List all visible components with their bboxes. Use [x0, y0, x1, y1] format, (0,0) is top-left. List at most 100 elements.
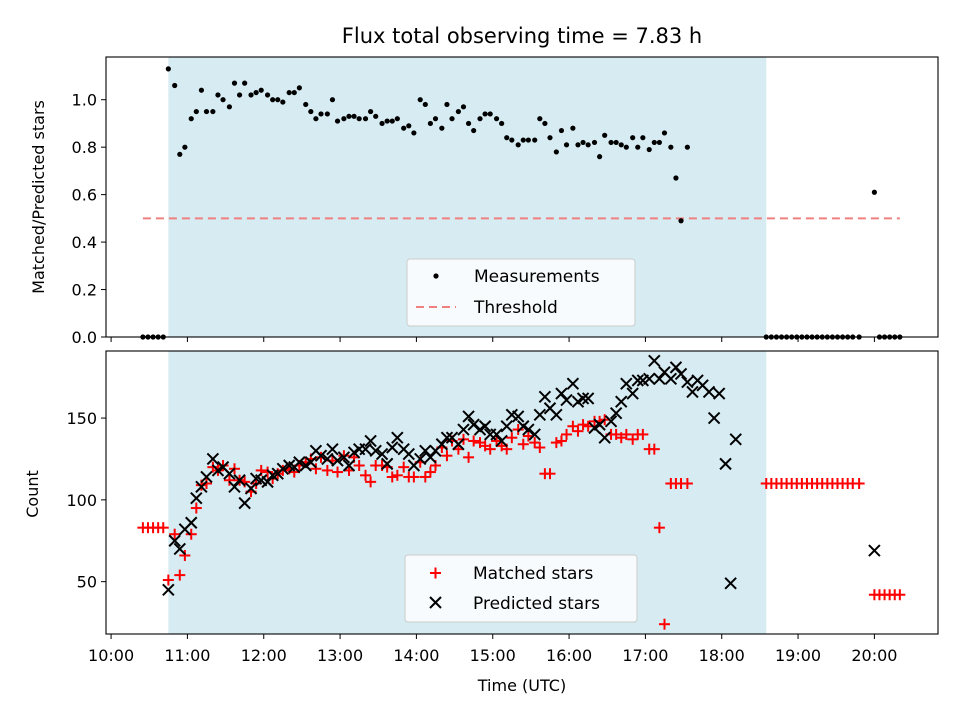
measurement-point — [499, 120, 505, 127]
matched-star-point — [169, 528, 181, 540]
x-tick-label: 18:00 — [699, 646, 745, 665]
measurement-point — [635, 144, 641, 150]
bottom-y-tick-label: 50 — [77, 573, 97, 592]
top-legend-label-measurements: Measurements — [474, 267, 600, 287]
predicted-star-stroke — [414, 452, 427, 466]
predicted-star-point — [185, 516, 198, 529]
measurement-point — [248, 92, 254, 98]
predicted-star-point — [293, 456, 306, 469]
predicted-star-point — [314, 449, 328, 462]
matched-star-point — [353, 460, 365, 472]
predicted-star-stroke — [626, 387, 639, 400]
predicted-star-stroke — [173, 542, 186, 556]
chart-title: Flux total observing time = 7.83 h — [342, 24, 702, 48]
predicted-star-point — [664, 372, 678, 386]
predicted-star-point — [669, 361, 683, 374]
measurement-point — [684, 144, 690, 150]
measurement-point — [264, 92, 271, 98]
measurement-point — [313, 116, 319, 122]
predicted-star-stroke — [375, 447, 389, 461]
matched-star-point — [310, 463, 322, 475]
top-legend-box — [406, 258, 636, 327]
predicted-star-point — [190, 492, 203, 505]
predicted-star-stroke — [342, 459, 356, 472]
predicted-star-stroke — [386, 441, 399, 454]
predicted-star-stroke — [206, 452, 220, 466]
measurement-point — [623, 144, 629, 150]
measurement-point — [210, 108, 216, 115]
predicted-star-stroke — [331, 454, 344, 467]
predicted-star-stroke — [550, 408, 563, 422]
matched-star-point — [386, 471, 398, 483]
predicted-star-stroke — [681, 375, 694, 389]
top-y-tick-label: 0.2 — [72, 281, 97, 300]
predicted-star-point — [440, 431, 454, 444]
measurement-point — [558, 127, 565, 134]
matched-star-point — [162, 574, 174, 586]
measurement-point — [608, 139, 614, 146]
predicted-star-point — [550, 408, 563, 422]
measurement-point — [678, 218, 684, 224]
predicted-star-point — [566, 377, 580, 390]
measurement-point — [291, 89, 297, 96]
bottom-legend-label-matched: Matched stars — [473, 564, 593, 584]
top-y-tick-label: 1.0 — [72, 91, 97, 110]
predicted-star-stroke — [233, 474, 246, 487]
predicted-star-stroke — [696, 379, 709, 392]
bottom-y-ticks: 50 100 150 — [66, 409, 106, 592]
measurement-point — [188, 116, 194, 122]
predicted-star-point — [674, 367, 688, 381]
bottom-y-axis-label: Count — [23, 470, 42, 518]
predicted-star-point — [522, 423, 535, 436]
matched-star-point — [484, 443, 496, 455]
matched-star-point — [365, 476, 377, 488]
matched-star-point — [321, 464, 333, 476]
matched-star-point — [567, 420, 579, 432]
predicted-star-stroke — [555, 387, 568, 400]
predicted-star-point — [457, 423, 470, 436]
matched-star-point — [179, 549, 191, 561]
predicted-star-point — [364, 434, 377, 448]
x-tick-label: 20:00 — [851, 646, 897, 665]
matched-star-point — [338, 450, 350, 462]
measurement-point — [668, 144, 674, 150]
matched-star-point — [529, 437, 541, 449]
measurement-point — [198, 87, 205, 93]
predicted-star-stroke — [326, 442, 339, 456]
measurement-point — [351, 113, 357, 119]
measurement-point — [384, 118, 390, 124]
predicted-star-stroke — [604, 415, 618, 428]
measurement-point — [373, 113, 379, 119]
measurement-point — [258, 87, 264, 93]
matched-star-point — [544, 468, 556, 480]
predicted-star-stroke — [729, 433, 742, 446]
measurement-point — [580, 139, 586, 146]
predicted-star-point — [244, 482, 258, 495]
top-panel: Flux total observing time = 7.83 h 0.00.… — [29, 24, 939, 347]
predicted-star-point — [560, 393, 573, 407]
measurement-point — [165, 66, 171, 72]
measurement-point — [449, 116, 455, 122]
predicted-star-point — [195, 480, 208, 493]
matched-star-point — [572, 425, 584, 437]
predicted-star-point — [581, 392, 595, 405]
measurement-point — [585, 142, 591, 148]
measurement-point — [286, 89, 292, 96]
predicted-star-stroke — [457, 423, 470, 436]
matched-star-point — [262, 466, 274, 478]
measurement-point — [427, 120, 434, 127]
predicted-star-point — [162, 583, 175, 597]
bottom-x-ticks: 10:00 11:00 12:00 13:00 14:00 15:00 16:00 17:00… — [88, 634, 897, 665]
predicted-star-stroke — [533, 408, 547, 422]
x-tick-label: 11:00 — [164, 646, 210, 665]
measurement-point — [379, 120, 385, 127]
predicted-star-stroke — [462, 410, 475, 423]
matched-star-point — [419, 471, 431, 483]
predicted-star-point — [337, 451, 351, 464]
predicted-star-stroke — [304, 456, 318, 469]
predicted-star-stroke — [261, 475, 274, 489]
matched-star-point — [223, 474, 235, 486]
predicted-star-point — [419, 444, 432, 457]
bottom-y-tick-label: 150 — [66, 409, 97, 428]
